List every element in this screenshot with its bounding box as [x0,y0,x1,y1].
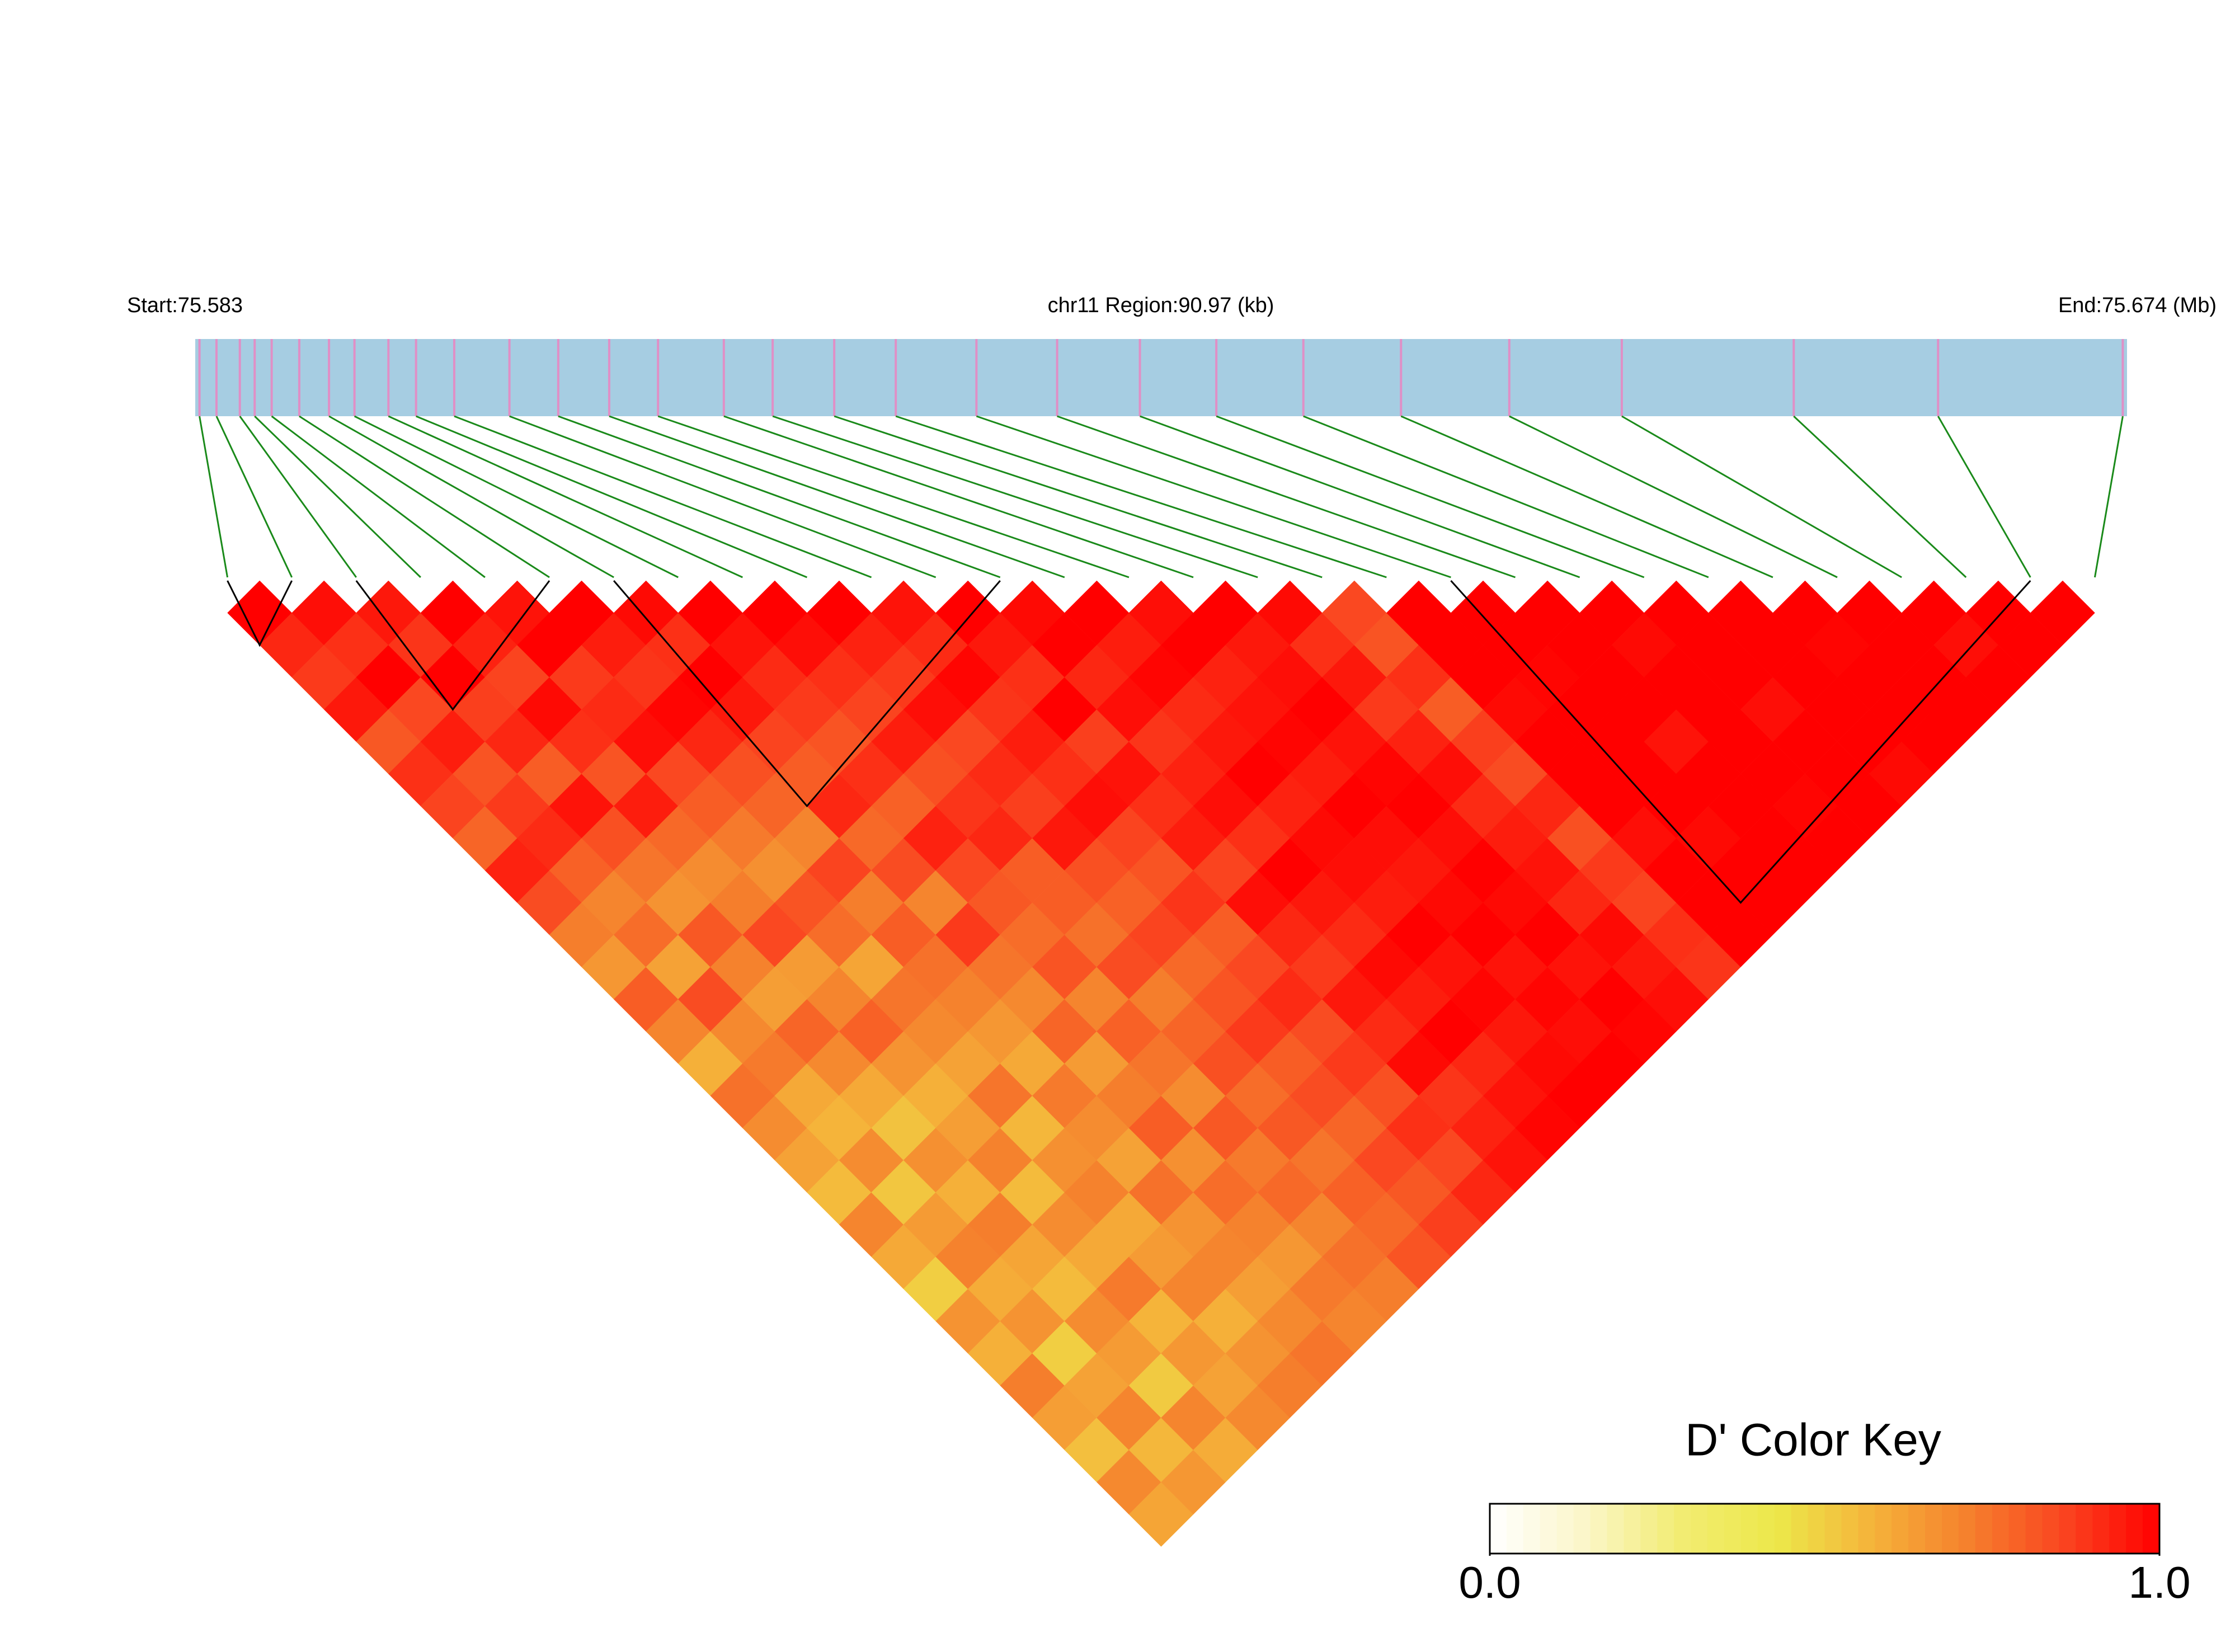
snp-connector [1621,415,1902,578]
snp-connector [454,415,872,578]
colorbar-segment [1556,1504,1574,1554]
colorbar-segment [1958,1504,1976,1554]
snp-connector [1216,415,1645,578]
colorbar-segment [2109,1504,2126,1554]
colorbar-title: D' Color Key [1685,1415,1941,1466]
snp-connector [657,415,1130,578]
colorbar-segment [2008,1504,2026,1554]
colorbar-segment [1774,1504,1792,1554]
colorbar-segment [1824,1504,1842,1554]
snp-connector [239,416,357,578]
snp-connector [1509,415,1838,578]
colorbar-segment [1590,1504,1607,1554]
ld-block [613,580,1001,808]
colorbar-tick-label: 0.0 [1458,1557,1521,1607]
snp-connector [1303,415,1709,578]
snp-connector [271,415,486,578]
snp-connector [1793,415,1967,578]
colorbar-segment [1674,1504,1691,1554]
snp-connector [416,415,808,578]
colorbar-segment [2025,1504,2043,1554]
colorbar-segment [1925,1504,1942,1554]
snp-connector [354,415,679,578]
colorbar-segment [1975,1504,1993,1554]
colorbar-segment [1908,1504,1926,1554]
snp-connector [976,415,1451,578]
colorbar-segment [1691,1504,1708,1554]
position-bar [195,339,2127,416]
snp-connector [558,415,1001,578]
snp-connector [1057,415,1516,578]
region-label: chr11 Region:90.97 (kb) [1048,294,1274,317]
snp-connector [1400,415,1773,578]
ld-block [227,580,293,647]
snp-connector [509,415,937,578]
colorbar-segment [1523,1504,1541,1554]
colorbar-segment [1573,1504,1591,1554]
colorbar-segment [1724,1504,1742,1554]
colorbar-segment [1607,1504,1624,1554]
snp-connector [723,415,1194,578]
ld-cell [2030,580,2095,646]
end-label: End:75.674 (Mb) [2058,294,2217,317]
snp-connector [772,415,1258,578]
colorbar-segment [1941,1504,1959,1554]
snp-connector [299,415,550,578]
colorbar-segment [1858,1504,1875,1554]
colorbar-segment [1540,1504,1558,1554]
colorbar-segment [1841,1504,1858,1554]
colorbar-segment [1757,1504,1775,1554]
snp-connector [609,415,1065,578]
snp-connector [328,415,614,578]
colorbar-segment [2092,1504,2110,1554]
colorbar-tick-label: 1.0 [2128,1557,2190,1607]
colorbar-segment [1808,1504,1825,1554]
colorbar-segment [1791,1504,1809,1554]
colorbar-segment [1875,1504,1892,1554]
colorbar-frame [1489,1503,2161,1555]
colorbar-segment [2076,1504,2093,1554]
colorbar-segment [1740,1504,1758,1554]
snp-connector [388,415,743,578]
start-label: Start:75.583 [127,294,243,317]
ld-block [1450,580,2031,904]
colorbar-segment [2059,1504,2076,1554]
colorbar-segment [1624,1504,1641,1554]
colorbar-segment [1657,1504,1674,1554]
snp-connector [254,415,421,578]
colorbar-segment [1707,1504,1725,1554]
snp-connector [1937,416,2031,578]
colorbar-segment [1992,1504,2010,1554]
colorbar-segment [2126,1504,2143,1554]
colorbar-segment [2143,1504,2160,1554]
colorbar-segment [1490,1504,1507,1554]
colorbar-segment [1640,1504,1658,1554]
snp-connector [834,415,1323,578]
colorbar-segment [1506,1504,1524,1554]
ld-block [355,580,550,711]
snp-connector [2093,416,2124,578]
snp-connector [199,416,229,578]
colorbar-segment [1891,1504,1909,1554]
snp-connector [1140,415,1580,578]
snp-connector [895,415,1387,578]
colorbar-segment [2042,1504,2059,1554]
snp-connector [215,416,293,578]
